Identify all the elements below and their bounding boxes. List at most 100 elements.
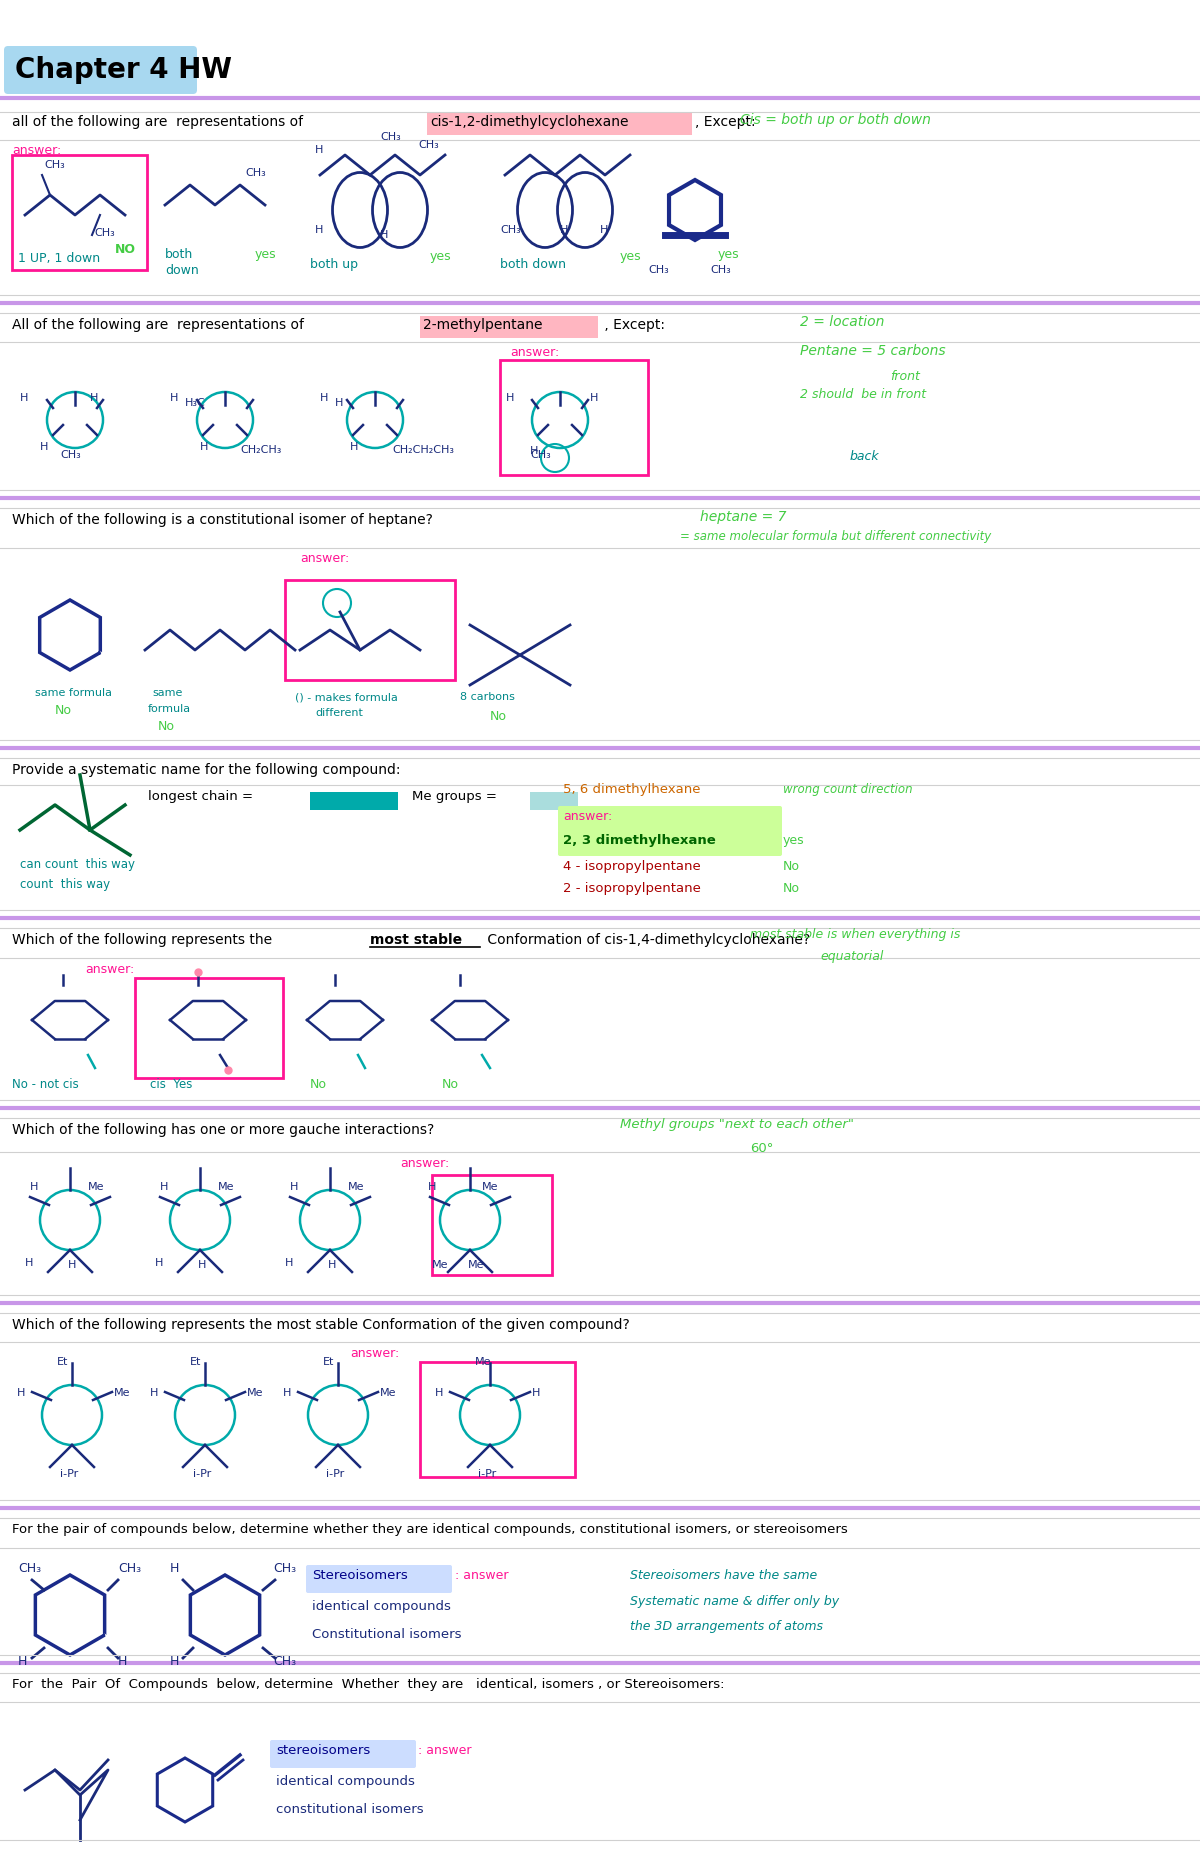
Text: back: back <box>850 451 880 464</box>
Text: Me: Me <box>247 1388 264 1399</box>
Text: 8 carbons: 8 carbons <box>460 692 515 701</box>
Text: H: H <box>530 445 539 456</box>
Text: i-Pr: i-Pr <box>478 1469 497 1478</box>
Text: both: both <box>166 249 193 262</box>
Text: yes: yes <box>256 249 277 262</box>
Text: , Except:: , Except: <box>695 115 756 130</box>
Text: 2, 3 dimethylhexane: 2, 3 dimethylhexane <box>563 835 715 848</box>
FancyBboxPatch shape <box>306 1566 452 1593</box>
Text: H: H <box>25 1258 34 1269</box>
Text: equatorial: equatorial <box>820 950 883 963</box>
Text: Which of the following has one or more gauche interactions?: Which of the following has one or more g… <box>12 1122 434 1137</box>
Text: most stable is when everything is: most stable is when everything is <box>750 928 960 940</box>
Text: : answer: : answer <box>418 1744 472 1757</box>
Text: CH₃: CH₃ <box>44 160 65 171</box>
Text: H: H <box>150 1388 158 1399</box>
Text: Cis = both up or both down: Cis = both up or both down <box>740 113 931 126</box>
Text: front: front <box>890 369 920 382</box>
Text: Me: Me <box>88 1182 104 1193</box>
Text: CH₃: CH₃ <box>245 169 265 178</box>
Text: yes: yes <box>620 250 642 263</box>
Text: 2-methylpentane: 2-methylpentane <box>424 317 542 332</box>
Text: Me: Me <box>348 1182 365 1193</box>
Text: can count  this way: can count this way <box>20 859 134 872</box>
Text: Stereoisomers: Stereoisomers <box>312 1569 408 1582</box>
FancyBboxPatch shape <box>558 807 782 833</box>
Bar <box>134 978 283 1078</box>
Text: Pentane = 5 carbons: Pentane = 5 carbons <box>800 343 946 358</box>
FancyBboxPatch shape <box>270 1740 416 1768</box>
Text: H: H <box>200 441 209 453</box>
Text: Stereoisomers have the same: Stereoisomers have the same <box>630 1569 817 1582</box>
Text: Et: Et <box>323 1358 335 1367</box>
Text: Me: Me <box>468 1260 485 1271</box>
Text: H: H <box>18 1655 28 1668</box>
Text: H: H <box>20 393 29 403</box>
Text: H: H <box>506 393 515 403</box>
Text: Me: Me <box>380 1388 396 1399</box>
Bar <box>420 1362 575 1477</box>
Text: CH₃: CH₃ <box>60 451 80 460</box>
Text: () - makes formula: () - makes formula <box>295 692 398 701</box>
Bar <box>500 360 648 475</box>
Text: the 3D arrangements of atoms: the 3D arrangements of atoms <box>630 1619 823 1632</box>
Text: H: H <box>560 224 569 236</box>
Bar <box>12 156 148 271</box>
Text: H: H <box>590 393 599 403</box>
Text: i-Pr: i-Pr <box>193 1469 211 1478</box>
Text: H: H <box>30 1182 38 1193</box>
Text: CH₃: CH₃ <box>118 1562 142 1575</box>
Text: CH₃: CH₃ <box>18 1562 41 1575</box>
Text: stereoisomers: stereoisomers <box>276 1744 371 1757</box>
Bar <box>432 1174 552 1274</box>
Text: Me: Me <box>432 1260 449 1271</box>
Text: H: H <box>170 1655 179 1668</box>
Text: Et: Et <box>190 1358 202 1367</box>
Text: H: H <box>118 1655 127 1668</box>
Bar <box>420 315 598 338</box>
Text: CH₃: CH₃ <box>710 265 731 275</box>
Text: identical compounds: identical compounds <box>312 1601 451 1614</box>
Bar <box>310 792 398 811</box>
Text: CH₃: CH₃ <box>530 451 551 460</box>
Text: Which of the following represents the most stable Conformation of the given comp: Which of the following represents the mo… <box>12 1319 630 1332</box>
Text: 2 - isopropylpentane: 2 - isopropylpentane <box>563 881 701 894</box>
Text: identical compounds: identical compounds <box>276 1775 415 1788</box>
Text: i-Pr: i-Pr <box>60 1469 78 1478</box>
Text: , Except:: , Except: <box>600 317 665 332</box>
Bar <box>530 792 578 811</box>
Text: Me: Me <box>482 1182 498 1193</box>
Text: both down: both down <box>500 258 566 271</box>
Text: CH₃: CH₃ <box>94 228 115 237</box>
Text: 1 UP, 1 down: 1 UP, 1 down <box>18 252 100 265</box>
Text: CH₃: CH₃ <box>380 132 401 143</box>
Text: different: different <box>314 709 362 718</box>
Text: H: H <box>40 441 48 453</box>
Text: Constitutional isomers: Constitutional isomers <box>312 1629 462 1642</box>
Text: H: H <box>380 230 389 239</box>
Text: H: H <box>170 1562 179 1575</box>
Text: H: H <box>170 393 179 403</box>
Text: H: H <box>314 145 323 156</box>
Text: 2 = location: 2 = location <box>800 315 884 328</box>
Text: For the pair of compounds below, determine whether they are identical compounds,: For the pair of compounds below, determi… <box>12 1523 847 1536</box>
Text: H: H <box>314 224 323 236</box>
Text: i-Pr: i-Pr <box>326 1469 344 1478</box>
Bar <box>427 113 692 135</box>
Text: H: H <box>160 1182 168 1193</box>
Text: No: No <box>310 1078 326 1091</box>
Text: No: No <box>158 720 175 733</box>
Text: yes: yes <box>718 249 739 262</box>
Text: both up: both up <box>310 258 358 271</box>
Text: No: No <box>784 861 800 874</box>
Text: down: down <box>166 263 199 276</box>
Text: answer:: answer: <box>85 963 134 976</box>
Text: count  this way: count this way <box>20 877 110 890</box>
Text: answer:: answer: <box>300 553 349 566</box>
Text: H: H <box>283 1388 292 1399</box>
Text: CH₂CH₂CH₃: CH₂CH₂CH₃ <box>392 445 454 454</box>
Text: wrong count direction: wrong count direction <box>784 783 913 796</box>
Text: H: H <box>328 1260 336 1271</box>
Text: H: H <box>290 1182 299 1193</box>
Text: Me: Me <box>218 1182 234 1193</box>
